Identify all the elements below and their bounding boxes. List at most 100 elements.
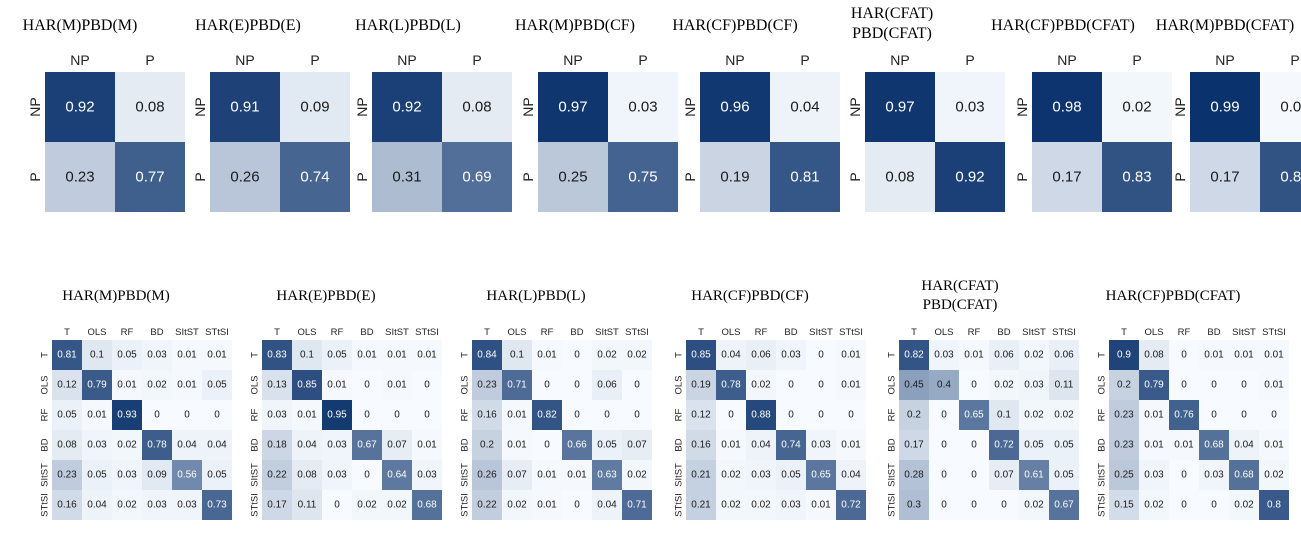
heatmap-cell <box>1109 460 1139 490</box>
row-tick-label: BD <box>674 438 685 451</box>
heatmap-cell <box>52 490 82 520</box>
column-tick-label: OLS <box>297 327 316 338</box>
cell-value-label: 0 <box>364 380 370 391</box>
cell-value-label: 0.01 <box>1264 440 1284 451</box>
cell-value-label: 0.11 <box>298 500 317 511</box>
cell-value-label: 0.25 <box>1114 470 1134 481</box>
heatmap-cell <box>1049 490 1079 520</box>
cell-value-label: 0.02 <box>147 380 167 391</box>
cell-value-label: 0.78 <box>147 440 167 451</box>
heatmap-cell <box>1260 72 1301 142</box>
cell-value-label: 0.02 <box>597 350 617 361</box>
column-tick-label: NP <box>70 52 89 68</box>
cell-value-label: 0.31 <box>392 169 421 186</box>
cell-value-label: 0.99 <box>1210 99 1239 116</box>
cell-value-label: 0.02 <box>751 380 771 391</box>
cell-value-label: 0 <box>184 410 190 421</box>
matrix-title: HAR(CF)PBD(CF) <box>672 17 797 34</box>
heatmap-cell <box>929 340 959 370</box>
cell-value-label: 0.97 <box>558 99 587 116</box>
cell-value-label: 0 <box>971 500 977 511</box>
cell-value-label: 0.01 <box>387 350 407 361</box>
row-tick-label: NP <box>354 97 370 116</box>
confusion-matrix-5: HAR(CF)PBD(CF) NP P NP P 0.96 0.04 0.19 0.81 <box>672 17 840 212</box>
cell-value-label: 0.28 <box>904 470 924 481</box>
cell-value-label: 0.05 <box>87 470 107 481</box>
cell-value-label: 0.05 <box>1054 470 1074 481</box>
heatmap-cell <box>592 490 622 520</box>
matrix-title: PBD(CFAT) <box>852 25 932 42</box>
heatmap-cell <box>622 400 652 430</box>
heatmap-cell <box>532 430 562 460</box>
column-tick-label: RF <box>541 327 554 338</box>
cell-value-label: 0.02 <box>117 500 137 511</box>
heatmap-cell <box>412 430 442 460</box>
heatmap-cell <box>959 430 989 460</box>
heatmap-cell <box>1102 72 1172 142</box>
confusion-matrix-14: HAR(CF)PBD(CFAT) T OLS RF BD SItST STtSI T OLS RF… <box>1097 288 1289 520</box>
confusion-matrix-11: HAR(L)PBD(L) T OLS RF BD SItST STtSI T OLS RF BD SI… <box>460 288 652 520</box>
cell-value-label: 0.96 <box>720 99 749 116</box>
cell-value-label: 0.22 <box>267 470 287 481</box>
heatmap-cell <box>686 460 716 490</box>
heatmap-cell <box>412 460 442 490</box>
heatmap-cell <box>806 370 836 400</box>
heatmap-cell <box>1019 400 1049 430</box>
heatmap-cell <box>562 460 592 490</box>
heatmap-cell <box>776 460 806 490</box>
heatmap-cell <box>806 490 836 520</box>
cell-value-label: 0.23 <box>65 169 94 186</box>
cell-value-label: 0.01 <box>177 350 197 361</box>
cell-value-label: 0.03 <box>327 440 347 451</box>
heatmap-cell <box>352 430 382 460</box>
cell-value-label: 0 <box>154 410 160 421</box>
cell-value-label: 0 <box>544 380 550 391</box>
heatmap-cell <box>172 340 202 370</box>
cell-value-label: 0.02 <box>1264 470 1284 481</box>
cell-value-label: 0.75 <box>628 169 657 186</box>
heatmap-cell <box>562 490 592 520</box>
cell-value-label: 0.92 <box>65 99 94 116</box>
row-tick-label: T <box>460 352 471 358</box>
heatmap-cell <box>929 430 959 460</box>
heatmap-cell <box>608 142 678 212</box>
cell-value-label: 0.17 <box>267 500 287 511</box>
cell-value-label: 0.03 <box>1024 380 1044 391</box>
cell-value-label: 0.23 <box>1114 440 1134 451</box>
cell-value-label: 0.3 <box>907 500 921 511</box>
heatmap-cell <box>1199 490 1229 520</box>
row-tick-label: STtSI <box>887 493 898 517</box>
cell-value-label: 0.01 <box>964 350 984 361</box>
heatmap-cell <box>716 490 746 520</box>
column-tick-label: SItST <box>595 327 619 338</box>
heatmap-cell <box>1190 142 1260 212</box>
heatmap-cell <box>142 490 172 520</box>
heatmap-cell <box>899 460 929 490</box>
heatmap-cell <box>700 72 770 142</box>
row-tick-label: NP <box>27 97 43 116</box>
cell-value-label: 0.9 <box>1117 350 1131 361</box>
cell-value-label: 0.02 <box>994 380 1014 391</box>
cell-value-label: 0.79 <box>1144 380 1164 391</box>
heatmap-cell <box>776 340 806 370</box>
cell-value-label: 0.08 <box>462 99 491 116</box>
cell-value-label: 0.07 <box>507 470 527 481</box>
heatmap-cell <box>372 72 442 142</box>
heatmap-cell <box>502 490 532 520</box>
heatmap-cell <box>352 490 382 520</box>
column-tick-label: NP <box>725 52 744 68</box>
heatmap-cell <box>202 370 232 400</box>
heatmap-cell <box>1049 340 1079 370</box>
cell-value-label: 0.69 <box>462 169 491 186</box>
matrix-title: HAR(L)PBD(L) <box>355 17 461 34</box>
heatmap-cell <box>1260 142 1301 212</box>
column-tick-label: T <box>698 327 704 338</box>
cell-value-label: 0.83 <box>1122 169 1151 186</box>
cell-value-label: 0.11 <box>1055 380 1074 391</box>
cell-value-label: 0.03 <box>147 500 167 511</box>
cell-value-label: 0.8 <box>1267 500 1281 511</box>
heatmap-cell <box>716 460 746 490</box>
cell-value-label: 0.01 <box>297 410 317 421</box>
column-tick-label: OLS <box>1144 327 1163 338</box>
cell-value-label: 0 <box>1001 500 1007 511</box>
